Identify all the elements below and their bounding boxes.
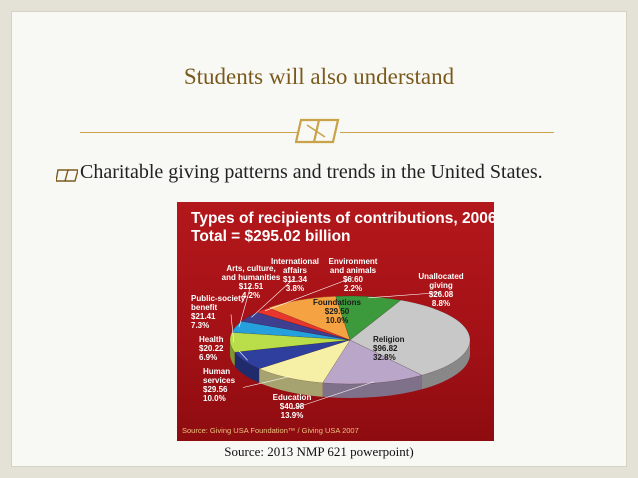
slice-label: Environment and animals $6.60 2.2%: [329, 257, 378, 293]
pie-slice: [229, 332, 351, 353]
leader-line: [238, 350, 248, 361]
pie-top: [229, 295, 471, 385]
leader-line: [291, 381, 375, 410]
pie-chart: Types of recipients of contributions, 20…: [177, 202, 494, 441]
pie-slice: [349, 299, 471, 376]
leader-line: [264, 277, 354, 312]
pie-chart-svg: Types of recipients of contributions, 20…: [182, 210, 494, 435]
slice-label: International affairs $11.34 3.8%: [271, 257, 319, 293]
slice-label: Human services $29.56 10.0%: [203, 367, 236, 403]
pie-slice-side: [322, 375, 422, 398]
chart-subtitle: Total = $295.02 billion: [191, 228, 351, 245]
pie-slice-side: [259, 368, 323, 397]
pie-slice: [335, 295, 402, 341]
bullet-text: Charitable giving patterns and trends in…: [80, 161, 543, 183]
slice-label: Foundations $29.50 10.0%: [313, 298, 362, 325]
slice-label: Education $40.98 13.9%: [273, 393, 312, 420]
slide-source: Source: 2013 NMP 621 powerpoint): [224, 444, 414, 459]
leader-line: [230, 314, 235, 343]
leader-line: [242, 376, 290, 388]
slice-label: Unallocated giving $26.08 8.8%: [418, 272, 463, 308]
slice-label: Public-society benefit $21.41 7.3%: [191, 294, 246, 330]
title-divider-left: [80, 132, 298, 133]
bullet-icon: [56, 169, 78, 182]
ornament-icon: [295, 118, 340, 144]
slice-label: Religion $96.82 32.8%: [373, 335, 405, 362]
pie-slice: [231, 320, 351, 341]
pie-slice: [234, 339, 351, 370]
leader-line: [238, 284, 252, 328]
leader-line: [251, 277, 296, 318]
slide-title: Students will also understand: [183, 64, 455, 89]
slice-label: Health $20.22 6.9%: [199, 335, 224, 362]
leader-line: [368, 292, 442, 299]
pie-slice: [322, 339, 423, 385]
chart-source-note: Source: Giving USA Foundation™ / Giving …: [182, 426, 359, 435]
pie-slice: [267, 296, 351, 341]
pie-slice-side: [234, 352, 260, 383]
pie-sides: [230, 340, 470, 398]
slice-label: Arts, culture, and humanities $12.51 4.2%: [222, 264, 281, 300]
title-divider-right: [340, 132, 554, 133]
pie-slice-side: [230, 340, 235, 367]
pie-slice: [258, 339, 351, 384]
pie-slice-side: [421, 340, 470, 390]
chart-title: Types of recipients of contributions, 20…: [191, 210, 494, 227]
